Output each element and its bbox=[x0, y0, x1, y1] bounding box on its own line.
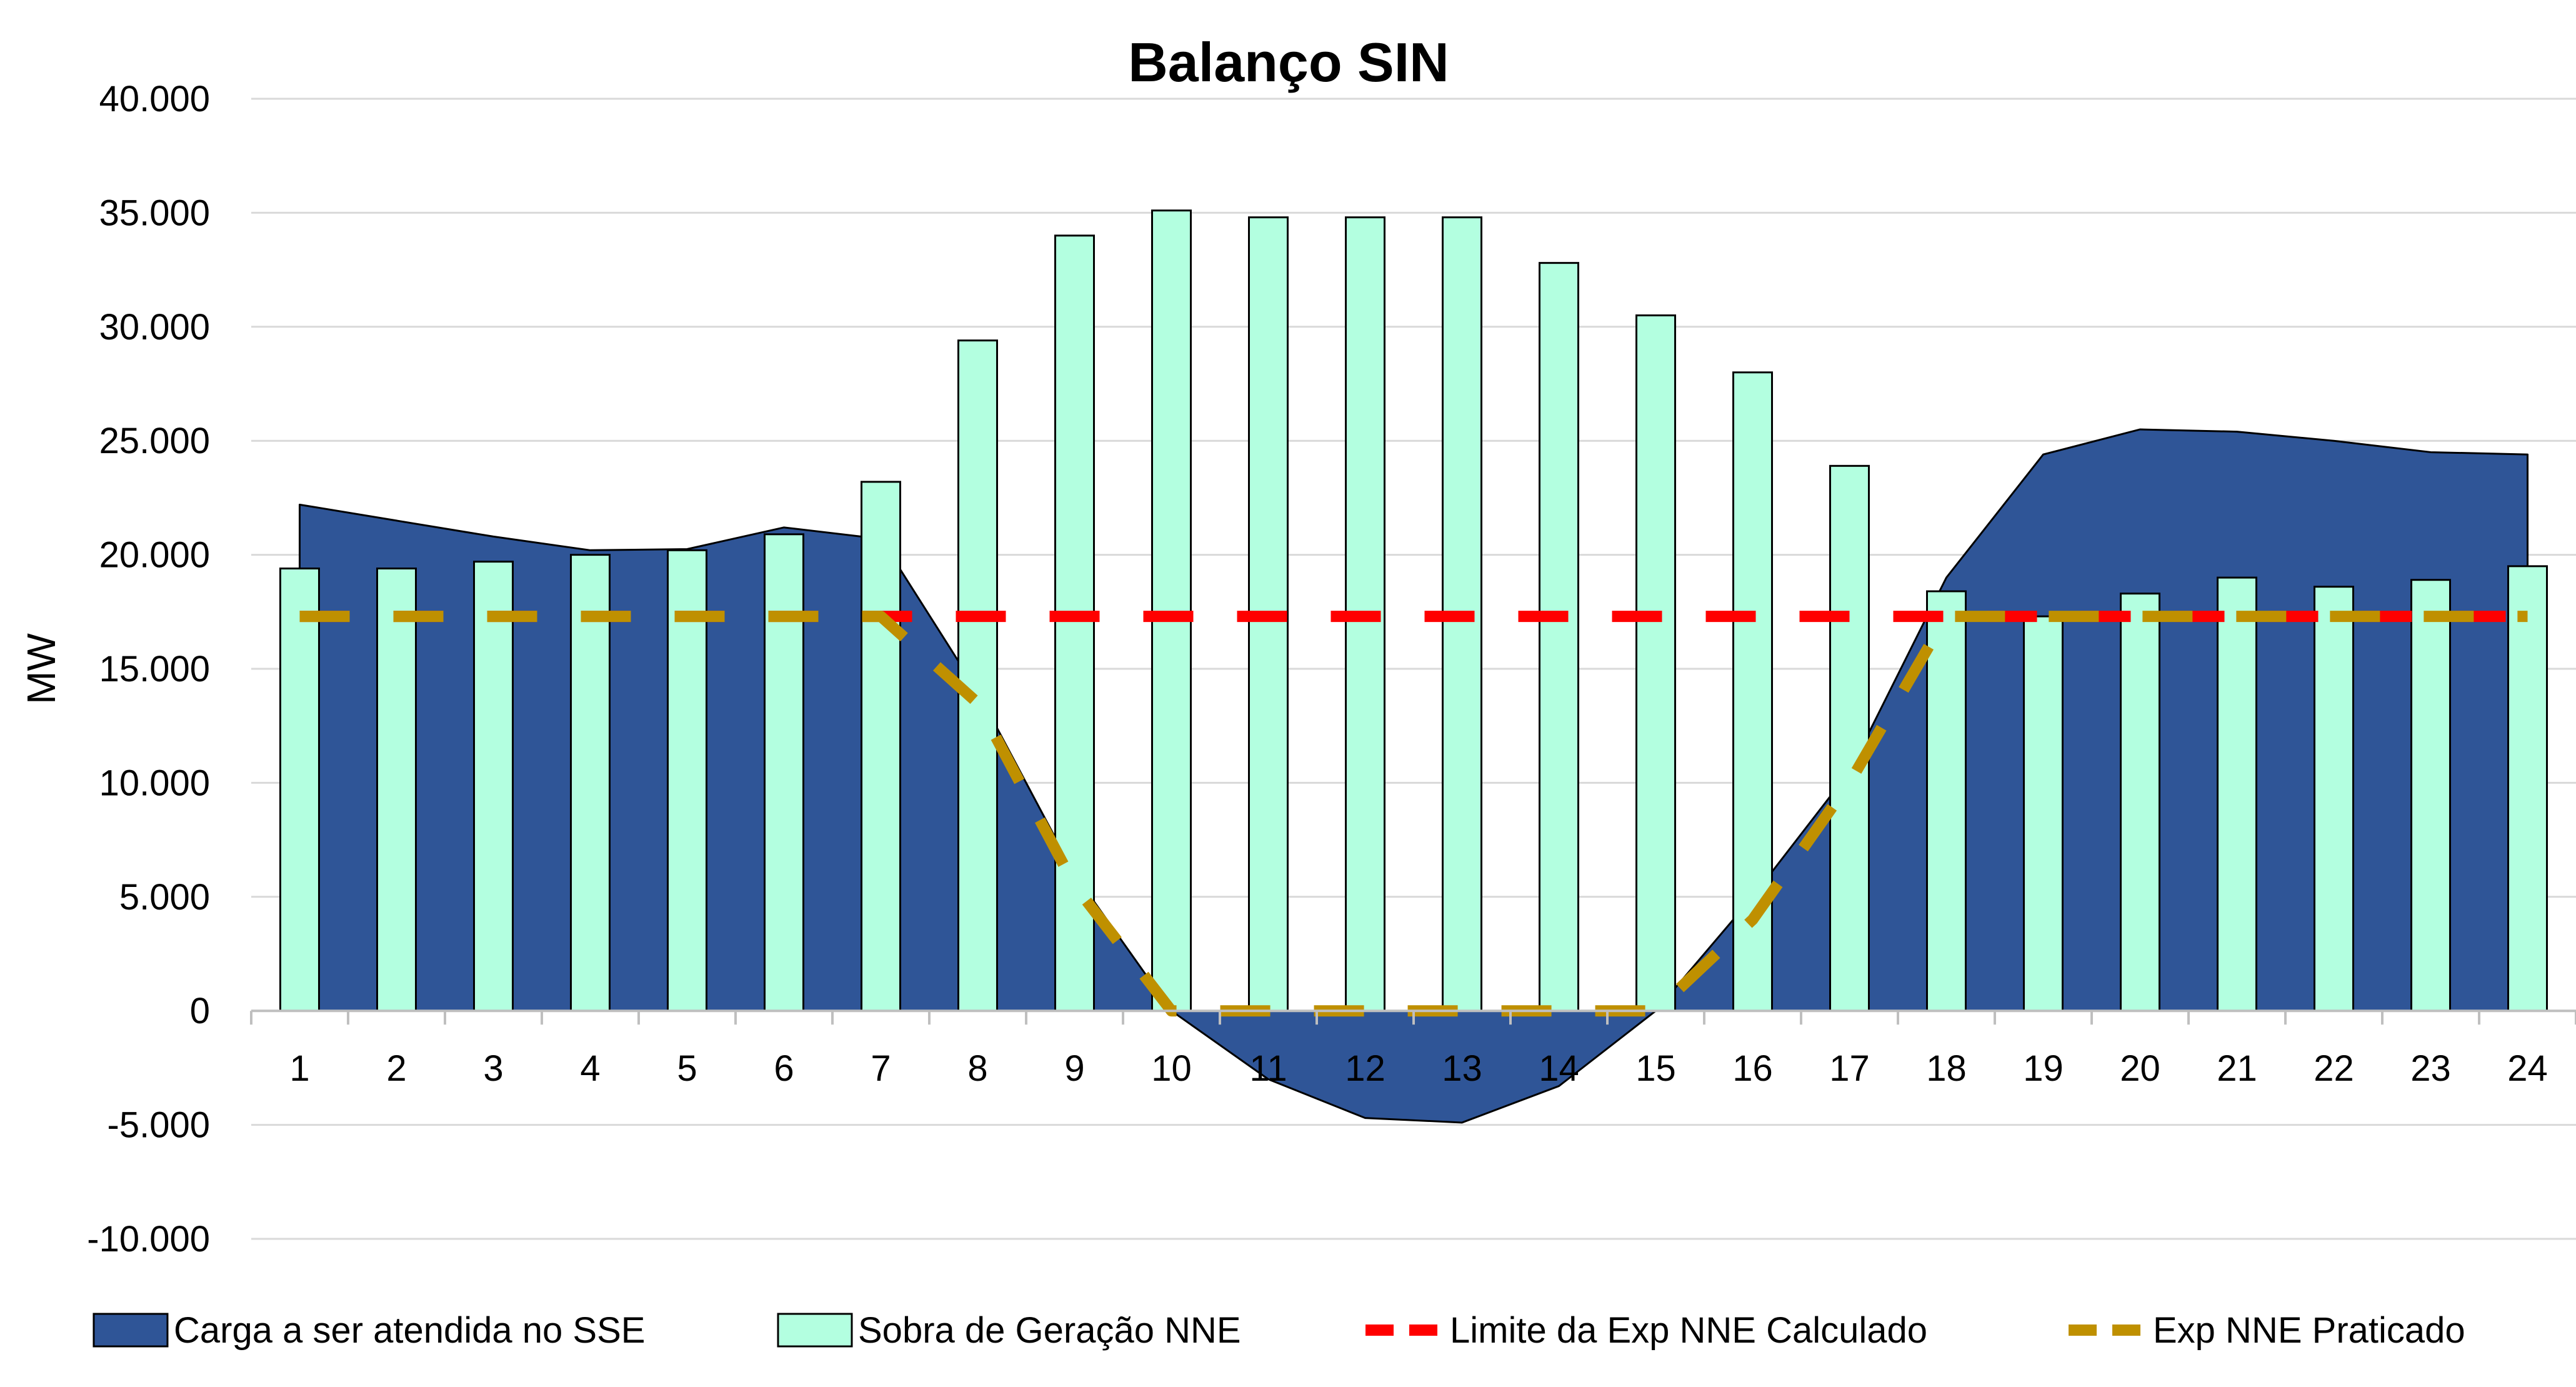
y-tick-label: 40.000 bbox=[99, 79, 210, 119]
y-tick-label: 5.000 bbox=[119, 877, 210, 918]
bar-sobra-geracao-nne bbox=[1635, 314, 1676, 1012]
x-tick-label: 7 bbox=[871, 1048, 891, 1089]
x-tick-label: 1 bbox=[289, 1048, 309, 1089]
x-tick-label: 16 bbox=[1732, 1048, 1773, 1089]
x-tick-label: 4 bbox=[580, 1048, 600, 1089]
y-axis-label: MW bbox=[19, 633, 64, 704]
y-tick-label: 0 bbox=[190, 991, 210, 1031]
x-tick-label: 9 bbox=[1064, 1048, 1084, 1089]
legend-swatch bbox=[92, 1313, 169, 1348]
area-series-layer bbox=[299, 428, 2529, 1124]
legend-item: Limite da Exp NNE Calculado bbox=[1365, 1310, 1927, 1351]
x-tick-label: 10 bbox=[1151, 1048, 1192, 1089]
y-tick-label: 35.000 bbox=[99, 193, 210, 233]
legend-label: Exp NNE Praticado bbox=[2153, 1310, 2465, 1351]
x-tick-label: 24 bbox=[2507, 1048, 2548, 1089]
x-tick-label: 11 bbox=[1249, 1048, 1287, 1089]
y-tick-label: -10.000 bbox=[87, 1219, 210, 1259]
bar-sobra-geracao-nne bbox=[2217, 576, 2257, 1012]
bar-sobra-geracao-nne bbox=[279, 567, 320, 1012]
x-tick-label: 15 bbox=[1635, 1048, 1676, 1089]
y-tick-label: 15.000 bbox=[99, 649, 210, 689]
y-tick-label: 10.000 bbox=[99, 763, 210, 803]
y-tick-label: 20.000 bbox=[99, 535, 210, 576]
bar-sobra-geracao-nne bbox=[570, 554, 611, 1012]
x-tick-label: 19 bbox=[2023, 1048, 2064, 1089]
bar-sobra-geracao-nne bbox=[1539, 262, 1579, 1012]
bar-series-layer bbox=[279, 209, 2548, 1012]
bar-sobra-geracao-nne bbox=[764, 533, 804, 1012]
legend-label: Limite da Exp NNE Calculado bbox=[1450, 1310, 1927, 1351]
x-tick-label: 13 bbox=[1442, 1048, 1482, 1089]
bar-sobra-geracao-nne bbox=[473, 561, 514, 1012]
x-tick-label: 14 bbox=[1539, 1048, 1579, 1089]
chart-title: Balanço SIN bbox=[1128, 31, 1449, 93]
bar-sobra-geracao-nne bbox=[2120, 593, 2160, 1012]
x-tick-label: 23 bbox=[2410, 1048, 2451, 1089]
legend: Carga a ser atendida no SSE Sobra de Gera… bbox=[92, 1310, 2465, 1351]
bar-sobra-geracao-nne bbox=[2507, 565, 2548, 1012]
bar-sobra-geracao-nne bbox=[2023, 615, 2064, 1012]
x-tick-label: 2 bbox=[386, 1048, 406, 1089]
axes: -10.000 -5.000 0 5.000 10.000 15.000 20.000 25.… bbox=[87, 79, 2576, 1259]
bar-sobra-geracao-nne bbox=[1151, 209, 1192, 1012]
y-tick-label: 30.000 bbox=[99, 307, 210, 348]
legend-item: Sobra de Geração NNE bbox=[777, 1310, 1241, 1351]
x-tick-label: 21 bbox=[2217, 1048, 2257, 1089]
y-tick-label: 25.000 bbox=[99, 421, 210, 461]
bar-sobra-geracao-nne bbox=[957, 339, 998, 1012]
y-tick-label: -5.000 bbox=[107, 1105, 210, 1146]
bar-sobra-geracao-nne bbox=[376, 567, 417, 1012]
bar-sobra-geracao-nne bbox=[1829, 464, 1870, 1012]
area-carga-sse bbox=[299, 428, 2529, 1124]
legend-label: Carga a ser atendida no SSE bbox=[174, 1310, 645, 1351]
x-tick-label: 17 bbox=[1829, 1048, 1870, 1089]
bar-sobra-geracao-nne bbox=[861, 481, 901, 1012]
x-tick-label: 12 bbox=[1345, 1048, 1385, 1089]
x-tick-label: 22 bbox=[2314, 1048, 2354, 1089]
legend-label: Sobra de Geração NNE bbox=[858, 1310, 1241, 1351]
bar-sobra-geracao-nne bbox=[667, 549, 707, 1012]
bar-sobra-geracao-nne bbox=[1054, 234, 1095, 1012]
x-tick-label: 5 bbox=[677, 1048, 697, 1089]
x-tick-label: 20 bbox=[2120, 1048, 2160, 1089]
legend-item: Carga a ser atendida no SSE bbox=[92, 1310, 645, 1351]
x-tick-label: 6 bbox=[774, 1048, 794, 1089]
legend-item: Exp NNE Praticado bbox=[2069, 1310, 2465, 1351]
legend-swatch bbox=[777, 1313, 853, 1348]
bar-sobra-geracao-nne bbox=[2410, 579, 2451, 1012]
x-tick-label: 8 bbox=[967, 1048, 987, 1089]
x-tick-label: 3 bbox=[483, 1048, 503, 1089]
bar-sobra-geracao-nne bbox=[2314, 586, 2354, 1012]
bar-sobra-geracao-nne bbox=[1926, 590, 1967, 1012]
x-tick-label: 18 bbox=[1926, 1048, 1967, 1089]
